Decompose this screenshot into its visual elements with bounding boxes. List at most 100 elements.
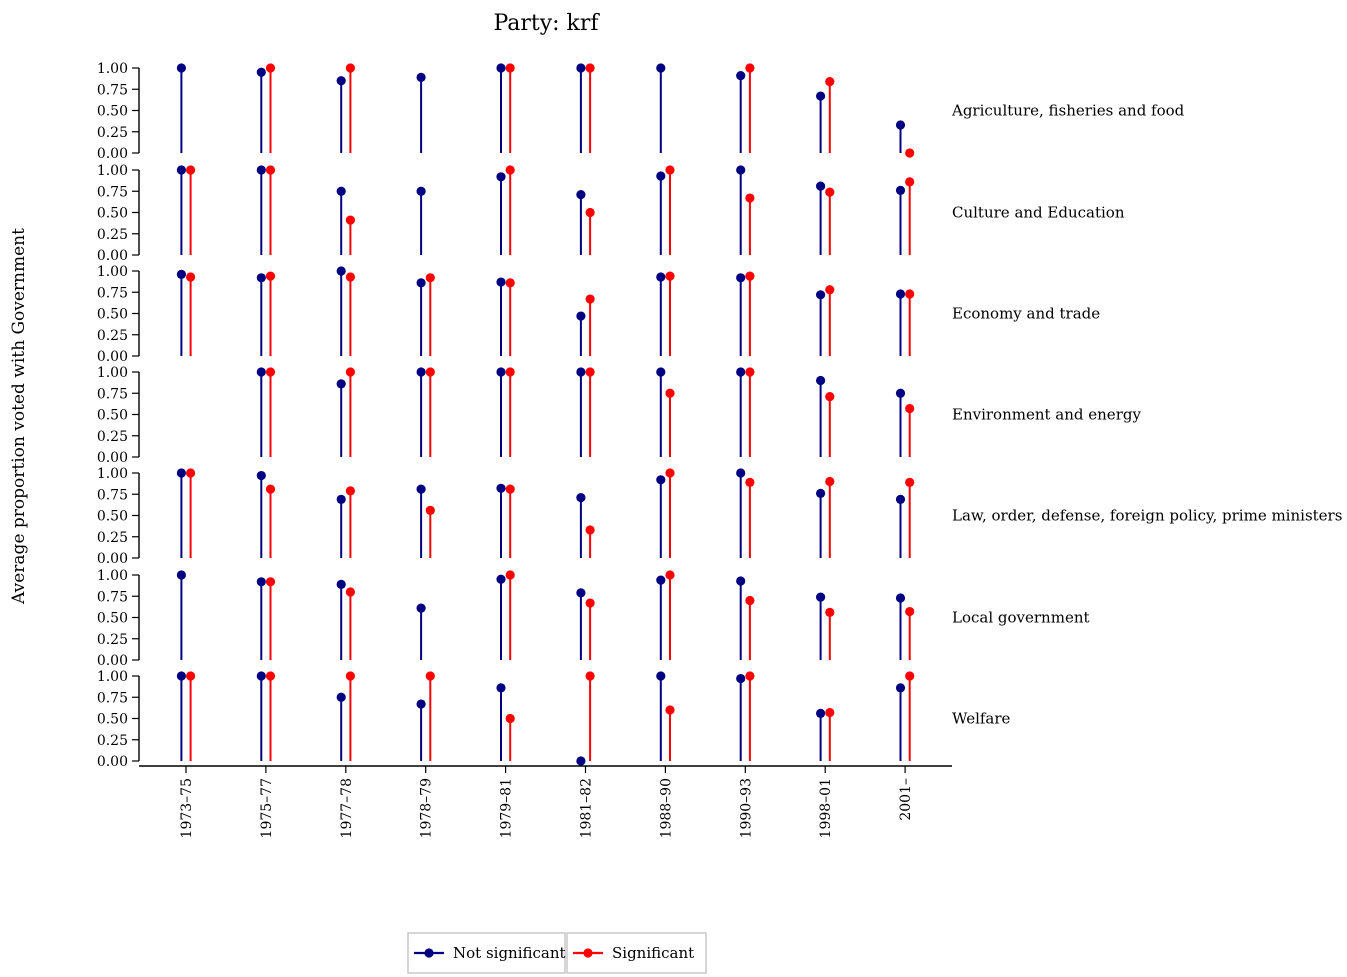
facet-panel: 0.00 0.25 0.50 0.75 1.00 Local government bbox=[97, 568, 1090, 669]
point-not-significant bbox=[496, 367, 506, 377]
y-tick-label: 0.25 bbox=[97, 429, 128, 445]
y-tick-label: 1.00 bbox=[97, 568, 128, 584]
y-tick-label: 0.75 bbox=[97, 82, 128, 98]
point-not-significant bbox=[736, 468, 746, 478]
x-tick-label: 1978–79 bbox=[419, 778, 435, 838]
point-significant bbox=[505, 713, 515, 724]
point-significant bbox=[345, 671, 355, 681]
facet-label: Law, order, defense, foreign policy, pri… bbox=[952, 507, 1342, 525]
point-not-significant bbox=[576, 367, 586, 377]
point-not-significant bbox=[336, 579, 346, 589]
point-significant bbox=[585, 207, 595, 218]
point-significant bbox=[345, 272, 355, 282]
point-not-significant bbox=[816, 181, 826, 191]
x-tick-label: 1990–93 bbox=[738, 778, 754, 838]
point-not-significant bbox=[336, 76, 346, 86]
point-not-significant bbox=[895, 593, 906, 603]
y-tick-label: 0.75 bbox=[97, 690, 128, 706]
point-significant bbox=[186, 272, 196, 282]
point-not-significant bbox=[416, 186, 426, 196]
y-tick-label: 1.00 bbox=[97, 466, 128, 482]
legend-key-point bbox=[424, 948, 434, 958]
point-significant bbox=[745, 595, 755, 606]
y-tick-label: 0.00 bbox=[97, 349, 128, 365]
point-significant bbox=[745, 271, 755, 281]
y-tick-label: 0.00 bbox=[97, 754, 128, 770]
y-tick-label: 0.00 bbox=[97, 450, 128, 466]
point-significant bbox=[585, 671, 595, 681]
y-tick-label: 0.25 bbox=[97, 530, 128, 546]
point-significant bbox=[905, 477, 915, 487]
point-not-significant bbox=[576, 588, 586, 598]
point-significant bbox=[745, 671, 755, 681]
facet-panel: 0.00 0.25 0.50 0.75 1.00 Environment and ener… bbox=[97, 365, 1142, 466]
point-not-significant bbox=[496, 172, 506, 182]
point-not-significant bbox=[656, 671, 666, 681]
point-not-significant bbox=[176, 269, 186, 279]
legend-label: Not significant bbox=[453, 944, 566, 962]
point-significant bbox=[505, 278, 515, 288]
point-not-significant bbox=[736, 165, 746, 175]
point-significant bbox=[585, 525, 595, 535]
y-axis-label: Average proportion voted with Government bbox=[9, 228, 29, 605]
y-tick-label: 0.50 bbox=[97, 509, 128, 525]
y-tick-label: 1.00 bbox=[97, 669, 128, 685]
facet-label: Environment and energy bbox=[952, 406, 1141, 424]
point-not-significant bbox=[656, 367, 666, 377]
point-not-significant bbox=[576, 493, 586, 503]
point-not-significant bbox=[496, 483, 506, 493]
point-not-significant bbox=[895, 494, 906, 504]
x-tick-label: 1981–82 bbox=[579, 778, 595, 838]
point-not-significant bbox=[656, 475, 666, 485]
point-not-significant bbox=[496, 574, 506, 584]
point-significant bbox=[665, 271, 675, 281]
facet-panel: 0.00 0.25 0.50 0.75 1.00 Law, order, defense,… bbox=[97, 466, 1343, 567]
y-tick-label: 0.75 bbox=[97, 386, 128, 402]
x-tick-label: 1988–90 bbox=[658, 778, 674, 838]
point-significant bbox=[825, 285, 835, 295]
point-not-significant bbox=[256, 67, 266, 77]
point-significant bbox=[265, 271, 276, 281]
point-not-significant bbox=[576, 63, 586, 73]
facet-panel: 0.00 0.25 0.50 0.75 1.00 Culture and Educatio… bbox=[97, 163, 1125, 264]
point-significant bbox=[505, 367, 515, 377]
point-not-significant bbox=[895, 683, 906, 693]
facet-label: Economy and trade bbox=[952, 305, 1100, 323]
point-significant bbox=[825, 187, 835, 197]
facet-label: Agriculture, fisheries and food bbox=[951, 102, 1185, 120]
point-not-significant bbox=[416, 278, 426, 288]
y-tick-label: 0.00 bbox=[97, 653, 128, 669]
y-tick-label: 0.50 bbox=[97, 611, 128, 627]
point-significant bbox=[265, 671, 276, 681]
y-tick-label: 0.75 bbox=[97, 285, 128, 301]
point-significant bbox=[665, 468, 675, 478]
chart-title: Party: krf bbox=[493, 11, 600, 36]
point-significant bbox=[585, 294, 595, 304]
point-significant bbox=[905, 177, 915, 187]
point-not-significant bbox=[816, 290, 826, 300]
point-not-significant bbox=[256, 165, 266, 175]
point-not-significant bbox=[256, 470, 266, 481]
point-not-significant bbox=[256, 577, 266, 587]
x-tick-label: 1973–75 bbox=[179, 778, 195, 838]
x-tick-label: 1977–78 bbox=[339, 778, 355, 838]
point-not-significant bbox=[416, 367, 426, 377]
y-tick-label: 1.00 bbox=[97, 264, 128, 280]
point-significant bbox=[825, 607, 835, 618]
point-significant bbox=[905, 671, 915, 681]
y-tick-label: 0.50 bbox=[97, 104, 128, 120]
point-not-significant bbox=[416, 72, 426, 82]
point-significant bbox=[665, 388, 675, 398]
legend: Not significant Significant bbox=[407, 932, 707, 974]
point-significant bbox=[425, 505, 435, 515]
facet-panel: 0.00 0.25 0.50 0.75 1.00 Welfare bbox=[97, 669, 1011, 770]
facet-label: Welfare bbox=[952, 710, 1011, 728]
y-tick-label: 0.25 bbox=[97, 125, 128, 141]
point-significant bbox=[186, 671, 196, 681]
y-tick-label: 0.25 bbox=[97, 632, 128, 648]
facet-panels: 0.00 0.25 0.50 0.75 1.00 Agriculture, fisheri… bbox=[97, 61, 1343, 770]
point-significant bbox=[585, 63, 595, 73]
facet-panel: 0.00 0.25 0.50 0.75 1.00 Agriculture, fisheri… bbox=[97, 61, 1185, 162]
facet-panel: 0.00 0.25 0.50 0.75 1.00 Economy and trade bbox=[97, 264, 1100, 365]
